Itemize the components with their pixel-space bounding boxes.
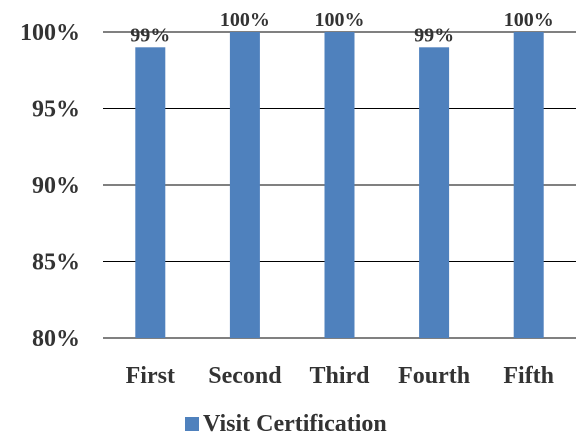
legend-swatch xyxy=(185,417,199,431)
x-category-label: Second xyxy=(208,363,282,389)
x-category-label: First xyxy=(126,363,175,389)
legend: Visit Certification xyxy=(185,411,387,437)
y-axis-tick-labels: 80% 85% 90% 95% 100% xyxy=(20,20,80,352)
bar xyxy=(135,47,166,339)
bars xyxy=(135,32,544,339)
bar xyxy=(324,32,355,338)
bar xyxy=(229,32,260,338)
bar xyxy=(513,32,544,338)
data-labels: 99% 100% 100% 99% 100% xyxy=(130,9,553,46)
bar xyxy=(419,47,450,339)
data-label: 100% xyxy=(220,9,270,31)
y-tick-label: 100% xyxy=(20,20,80,46)
x-category-label: Fifth xyxy=(503,363,554,389)
y-tick-label: 85% xyxy=(32,250,80,276)
x-axis-category-labels: First Second Third Fourth Fifth xyxy=(126,363,554,389)
y-tick-label: 90% xyxy=(32,173,80,199)
legend-label: Visit Certification xyxy=(203,411,387,437)
data-label: 100% xyxy=(315,9,365,31)
x-category-label: Third xyxy=(309,363,370,389)
y-tick-label: 95% xyxy=(32,97,80,123)
x-category-label: Fourth xyxy=(398,363,470,389)
data-label: 100% xyxy=(504,9,554,31)
data-label: 99% xyxy=(414,24,454,46)
data-label: 99% xyxy=(130,24,170,46)
y-tick-label: 80% xyxy=(32,326,80,352)
